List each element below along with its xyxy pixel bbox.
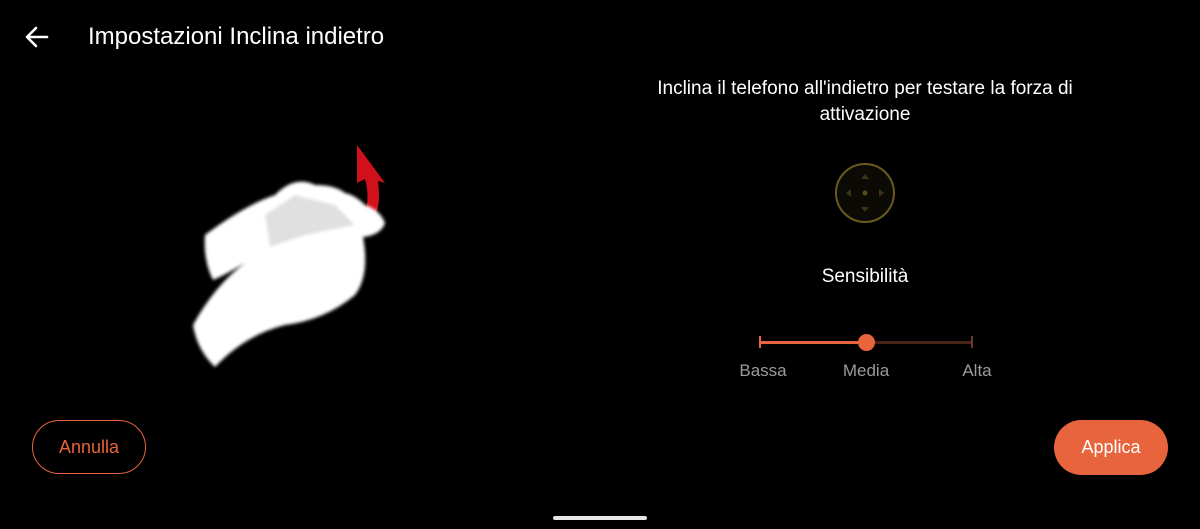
slider-track-inactive: [866, 341, 972, 344]
page-title: Impostazioni Inclina indietro: [88, 23, 385, 50]
sensitivity-label: Sensibilità: [821, 266, 909, 287]
slider-thumb[interactable]: [857, 334, 875, 351]
gesture-navigation-bar[interactable]: [553, 516, 647, 520]
sensitivity-option-medium[interactable]: Media: [842, 361, 890, 380]
sensitivity-option-high[interactable]: Alta: [962, 361, 992, 380]
apply-button[interactable]: Applica: [1054, 420, 1168, 475]
sensitivity-slider[interactable]: [756, 330, 976, 354]
slider-tick: [971, 336, 973, 348]
sensitivity-option-low[interactable]: Bassa: [739, 361, 787, 380]
cancel-button[interactable]: Annulla: [32, 420, 146, 474]
slider-tick: [759, 336, 761, 348]
instruction-text: Inclina il telefono all'indietro per tes…: [657, 78, 1073, 125]
tilt-back-illustration: [185, 135, 405, 380]
arrow-left-icon: [25, 26, 49, 48]
joystick-icon: [835, 163, 895, 223]
red-arrow-icon: [357, 145, 385, 215]
back-button[interactable]: [22, 22, 52, 52]
slider-track-active: [760, 341, 866, 344]
tilt-indicator: [834, 162, 896, 229]
